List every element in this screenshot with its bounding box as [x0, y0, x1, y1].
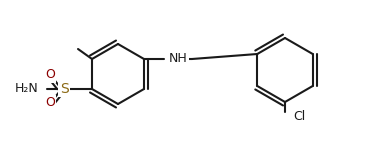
Text: H₂N: H₂N: [14, 83, 38, 95]
Text: O: O: [45, 97, 55, 109]
Text: S: S: [60, 82, 68, 96]
Text: Cl: Cl: [293, 109, 305, 123]
Text: NH: NH: [169, 52, 188, 66]
Text: O: O: [45, 69, 55, 81]
